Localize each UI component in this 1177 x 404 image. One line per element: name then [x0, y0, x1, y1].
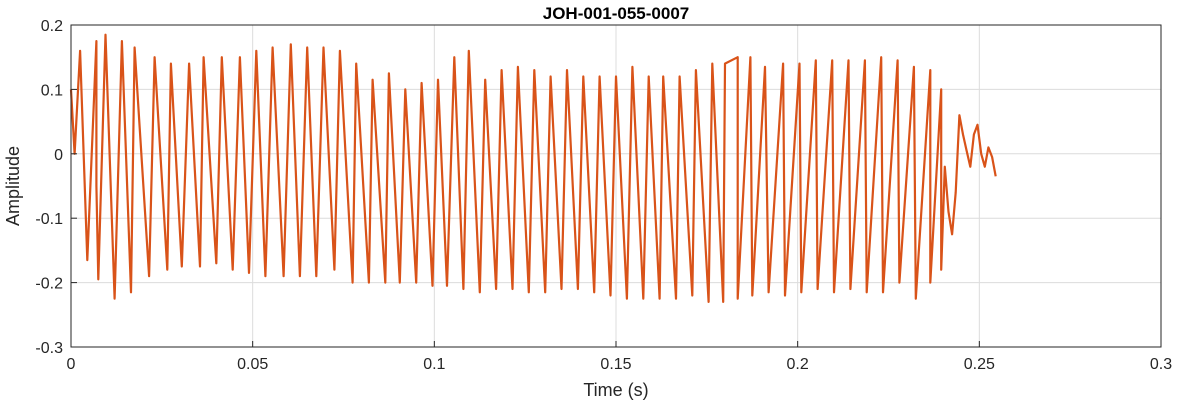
x-tick-label: 0.15: [600, 356, 631, 373]
x-tick-label: 0.3: [1150, 356, 1172, 373]
x-tick-label: 0: [67, 356, 76, 373]
y-tick-label: 0.2: [41, 18, 63, 35]
chart-title: JOH-001-055-0007: [543, 4, 689, 23]
y-axis-label: Amplitude: [3, 146, 23, 226]
x-tick-label: 0.1: [423, 356, 445, 373]
y-tick-label: 0: [54, 147, 63, 164]
y-tick-label: 0.1: [41, 82, 63, 99]
x-tick-label: 0.05: [237, 356, 268, 373]
y-tick-label: -0.3: [35, 340, 63, 357]
y-tick-label: -0.1: [35, 211, 63, 228]
waveform-line: [69, 33, 997, 303]
plot-layer: [69, 33, 997, 303]
y-axis-ticks: -0.3 -0.2 -0.1 0 0.1 0.2: [35, 18, 77, 357]
x-tick-label: 0.2: [787, 356, 809, 373]
x-axis-label: Time (s): [583, 380, 648, 400]
x-tick-label: 0.25: [964, 356, 995, 373]
y-tick-label: -0.2: [35, 276, 63, 293]
x-axis-ticks: 0 0.05 0.1 0.15 0.2 0.25 0.3: [67, 341, 1172, 373]
